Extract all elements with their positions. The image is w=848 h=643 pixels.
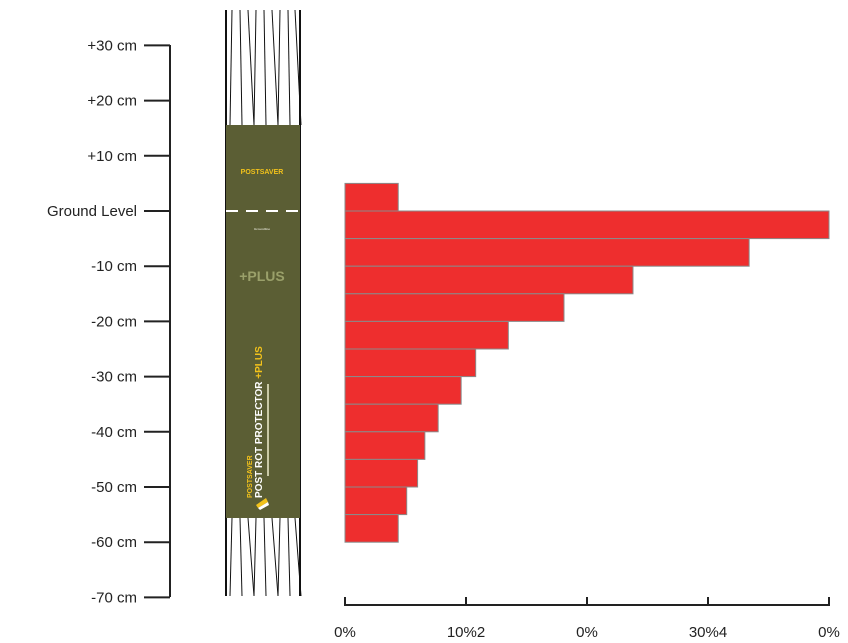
- logo-shape-light: [258, 502, 269, 510]
- sleeve-vertical-text: POSTSAVER POST ROT PROTECTOR +PLUS: [247, 346, 269, 498]
- percent-ticks: 0% 10%2 0% 30%4 0%: [334, 597, 840, 641]
- wood-grain-line: [229, 9, 233, 126]
- wood-grain-line: [229, 517, 233, 597]
- depth-tick-label: -10 cm: [91, 258, 137, 275]
- depth-tick-label: Ground Level: [47, 203, 137, 220]
- depth-tick-label: -60 cm: [91, 534, 137, 551]
- bar: [344, 486, 408, 516]
- bar: [344, 403, 439, 433]
- bar: [344, 293, 565, 322]
- bar: [344, 182, 399, 212]
- wood-grain-line: [263, 517, 267, 597]
- depth-tick-label: -40 cm: [91, 424, 137, 441]
- wood-grain-line: [253, 9, 257, 126]
- protector-sleeve: [226, 125, 300, 518]
- sleeve-product-name-text: POST ROT PROTECTOR: [254, 381, 265, 498]
- wood-grain-upper: [229, 9, 302, 126]
- percent-tick-label: 30%4: [689, 624, 727, 641]
- depth-tick-label: -70 cm: [91, 589, 137, 606]
- wood-grain-line: [239, 517, 243, 597]
- depth-tick-label: -50 cm: [91, 479, 137, 496]
- wood-grain-line: [271, 517, 279, 597]
- sleeve-logo-mark: [256, 498, 269, 510]
- post-illustration: POSTSAVER Groundline +PLUS POSTSAVER POS…: [225, 9, 302, 597]
- bar: [344, 458, 419, 488]
- sleeve-ground-mark: Groundline: [254, 227, 270, 231]
- depth-ticks: +30 cm +20 cm +10 cm Ground Level -10 cm -20 …: [47, 37, 170, 606]
- wood-grain-line: [287, 9, 291, 126]
- percent-tick-label: 0%: [576, 624, 598, 641]
- percent-tick-label: 0%: [818, 624, 840, 641]
- wood-grain-lower: [229, 517, 302, 597]
- wood-grain-line: [271, 9, 279, 126]
- bar: [344, 265, 634, 295]
- post-lower-wood: [226, 516, 300, 596]
- percent-tick-label: 0%: [334, 624, 356, 641]
- wood-grain-line: [239, 9, 243, 126]
- bar: [344, 514, 399, 543]
- bars: [344, 182, 830, 543]
- wood-grain-line: [247, 9, 255, 126]
- wood-grain-line: [263, 9, 267, 126]
- sleeve-brand-label: POSTSAVER: [241, 169, 284, 176]
- bar: [344, 431, 426, 460]
- sleeve-product-plus: +PLUS: [254, 346, 265, 379]
- sleeve-product-name: POST ROT PROTECTOR +PLUS: [254, 346, 265, 498]
- logo-shape: [256, 498, 268, 508]
- percent-tick-label: 10%2: [447, 624, 485, 641]
- depth-tick-label: -20 cm: [91, 313, 137, 330]
- depth-tick-label: -30 cm: [91, 369, 137, 386]
- depth-tick-label: +20 cm: [87, 93, 137, 110]
- wood-grain-line: [253, 517, 257, 597]
- bar: [344, 238, 750, 267]
- sleeve-fine-print: [267, 384, 269, 476]
- wood-grain-line: [247, 517, 255, 597]
- bar: [344, 210, 830, 240]
- wood-grain-line: [277, 517, 281, 597]
- depth-tick-label: +30 cm: [87, 37, 137, 54]
- bar: [344, 320, 509, 350]
- post-upper-wood: [226, 10, 300, 127]
- wood-grain-line: [287, 517, 291, 597]
- bar: [344, 348, 477, 378]
- wood-grain-line: [277, 9, 281, 126]
- depth-tick-label: +10 cm: [87, 148, 137, 165]
- sleeve-product-brand: POSTSAVER: [247, 455, 254, 498]
- sleeve-plus-label: +PLUS: [239, 268, 285, 284]
- bar: [344, 376, 462, 405]
